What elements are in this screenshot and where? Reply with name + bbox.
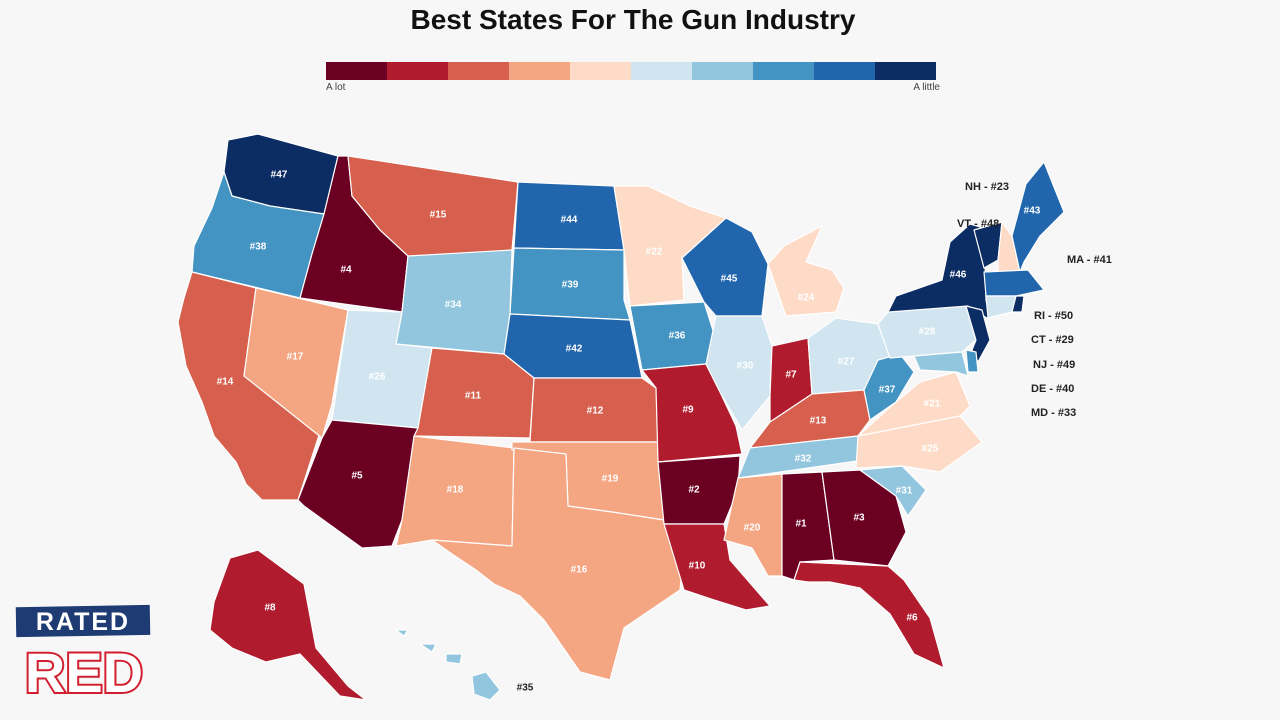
rank-label-ne: #42 [566, 344, 583, 355]
rank-label-oh: #27 [838, 357, 855, 368]
map-title: Best States For The Gun Industry [410, 4, 856, 35]
rank-label-al: #1 [795, 519, 807, 530]
rank-label-ca: #14 [217, 377, 234, 388]
rank-label-ut: #26 [369, 372, 386, 383]
callout-de: DE - #40 [1031, 383, 1074, 395]
rank-label-az: #5 [351, 471, 363, 482]
rank-label-wa: #47 [271, 170, 288, 181]
state-hi [395, 629, 501, 701]
color-legend: A lot A little [326, 62, 940, 93]
rated-red-logo: RATED RED [14, 596, 156, 706]
callout-nh: NH - #23 [965, 181, 1009, 193]
rank-label-nc: #25 [922, 444, 939, 455]
callout-ma: MA - #41 [1067, 254, 1112, 266]
state-ak [209, 549, 367, 701]
legend-swatch-7 [692, 62, 753, 80]
state-md [913, 351, 969, 377]
legend-swatch-1 [326, 62, 387, 80]
state-nj [965, 305, 991, 363]
legend-swatch-6 [631, 62, 692, 80]
rank-label-co: #11 [465, 391, 482, 402]
rank-label-ak: #8 [264, 603, 276, 614]
rank-label-mo: #9 [682, 405, 694, 416]
legend-low-label: A lot [326, 82, 346, 93]
legend-swatch-4 [509, 62, 570, 80]
state-la [663, 523, 771, 611]
rank-label-ok: #19 [602, 474, 619, 485]
rank-label-id: #4 [340, 265, 352, 276]
rank-label-me: #43 [1024, 206, 1041, 217]
rank-label-ms: #20 [744, 523, 761, 534]
state-ny [887, 223, 991, 321]
state-wi [681, 217, 769, 317]
rank-label-ga: #3 [853, 513, 865, 524]
state-il [705, 315, 773, 431]
state-sd [509, 247, 631, 321]
rank-label-sc: #31 [896, 486, 913, 497]
rank-label-ny: #46 [950, 270, 967, 281]
rank-label-sd: #39 [562, 280, 579, 291]
callout-ct: CT - #29 [1031, 334, 1074, 346]
state-tx [431, 447, 685, 681]
rank-label-tx: #16 [571, 565, 588, 576]
rank-label-il: #30 [737, 361, 754, 372]
logo-text-top: RATED [36, 608, 130, 636]
rank-label-wi: #45 [721, 274, 738, 285]
rank-label-nv: #17 [287, 352, 304, 363]
state-wv [863, 353, 915, 421]
rank-label-nd: #44 [561, 215, 578, 226]
state-de [965, 349, 979, 373]
legend-swatch-5 [570, 62, 631, 80]
state-me [1011, 161, 1065, 273]
rank-label-or: #38 [250, 242, 267, 253]
rank-label-tn: #32 [795, 454, 812, 465]
rank-label-nm: #18 [447, 485, 464, 496]
callout-nj: NJ - #49 [1033, 359, 1075, 371]
state-ma [983, 269, 1045, 297]
callout-md: MD - #33 [1031, 407, 1076, 419]
legend-swatch-3 [448, 62, 509, 80]
rank-label-wy: #34 [445, 300, 462, 311]
state-ri [1011, 295, 1025, 313]
logo-text-bottom: RED [25, 641, 143, 700]
rank-label-ky: #13 [810, 416, 827, 427]
rank-label-va: #21 [924, 399, 941, 410]
rank-label-wv: #37 [879, 385, 896, 396]
legend-swatch-8 [753, 62, 814, 80]
rank-label-fl: #6 [906, 613, 918, 624]
state-ct [985, 295, 1017, 319]
rank-label-mn: #22 [646, 247, 663, 258]
rank-label-hi: #35 [517, 683, 534, 694]
rank-label-in: #7 [785, 370, 797, 381]
state-nv [243, 287, 349, 439]
rank-label-pa: #28 [919, 327, 936, 338]
legend-swatch-9 [814, 62, 875, 80]
legend-swatch-10 [875, 62, 936, 80]
rank-label-ar: #2 [688, 485, 700, 496]
callout-vt: VT - #48 [957, 218, 999, 230]
state-fl [793, 561, 945, 669]
rank-label-la: #10 [689, 561, 706, 572]
state-mi [767, 225, 845, 317]
rank-label-mt: #15 [430, 210, 447, 221]
rank-label-mi: #24 [798, 293, 815, 304]
legend-swatch-2 [387, 62, 448, 80]
rank-label-ia: #36 [669, 331, 686, 342]
callout-ri: RI - #50 [1034, 310, 1073, 322]
legend-high-label: A little [913, 82, 940, 93]
rank-label-ks: #12 [587, 406, 604, 417]
legend-color-scale [326, 62, 936, 80]
